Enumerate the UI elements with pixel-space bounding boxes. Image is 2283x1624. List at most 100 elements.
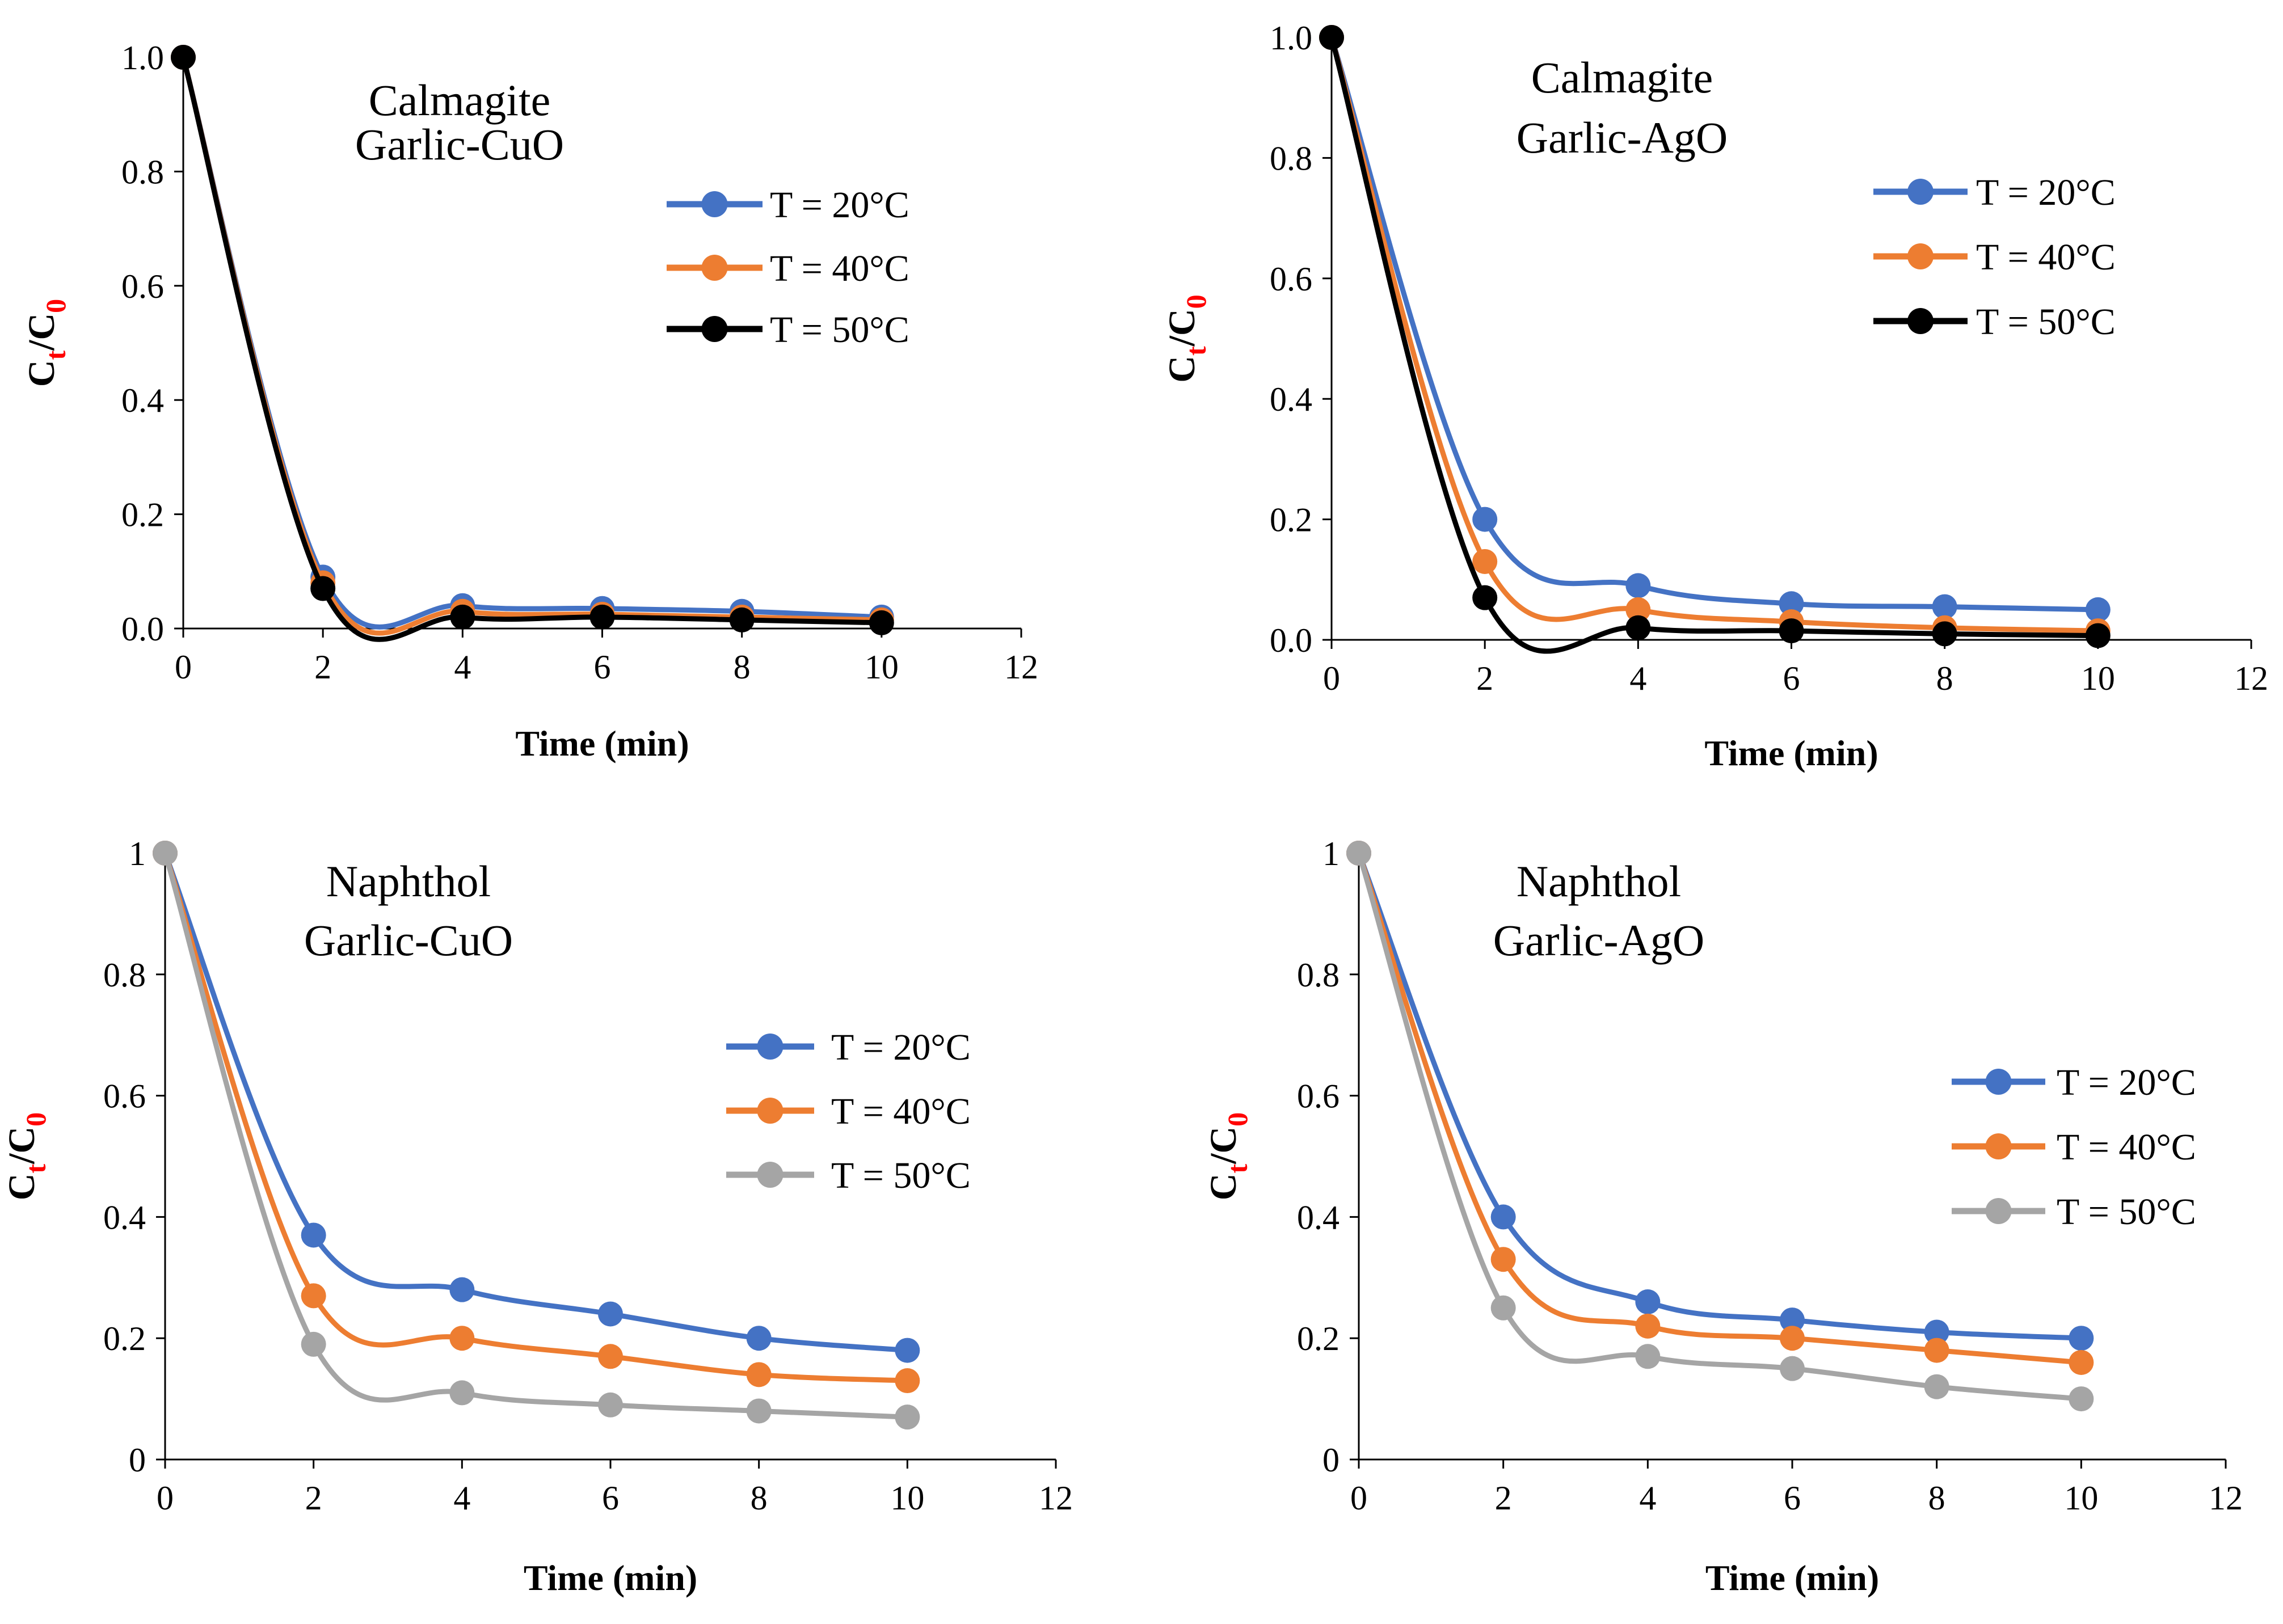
data-point <box>746 1398 772 1424</box>
series-line-1 <box>1356 850 2084 1341</box>
y-axis-title-part: t <box>1180 346 1212 356</box>
legend-swatch-marker <box>1985 1069 2012 1095</box>
data-point <box>895 1338 920 1363</box>
y-tick-label: 1 <box>129 835 146 872</box>
y-axis-title-part: C <box>1203 1173 1244 1200</box>
x-tick-label: 2 <box>314 648 331 686</box>
legend-label: T = 50°C <box>2057 1191 2196 1233</box>
x-tick-label: 10 <box>865 648 899 686</box>
y-axis-title-part: 0 <box>40 299 71 313</box>
data-point <box>1779 591 1804 617</box>
x-tick-label: 12 <box>2209 1479 2243 1517</box>
y-tick-label: 0.8 <box>1297 956 1340 994</box>
x-tick-label: 6 <box>1783 660 1800 697</box>
y-tick-label: 0.4 <box>1297 1199 1340 1236</box>
data-point <box>729 607 755 632</box>
y-axis-title: Ct/C0 <box>1161 294 1212 382</box>
series-line-3 <box>162 850 910 1420</box>
legend-swatch-marker <box>1985 1133 2012 1159</box>
data-point <box>2085 597 2111 622</box>
y-tick-label: 1 <box>1322 835 1340 872</box>
x-tick-label: 4 <box>1639 1479 1656 1517</box>
y-tick-label: 1.0 <box>121 39 164 77</box>
data-point <box>895 1368 920 1394</box>
data-point <box>2069 1326 2094 1351</box>
y-tick-label: 0.8 <box>121 153 164 191</box>
legend-swatch-marker <box>1907 308 1934 334</box>
data-point <box>1490 1247 1516 1272</box>
data-point <box>869 610 894 635</box>
legend-swatch-marker <box>757 1034 784 1060</box>
data-point <box>1625 573 1651 598</box>
chart-annotation-line-2: Garlic-AgO <box>1517 113 1728 162</box>
legend-label: T = 20°C <box>1976 172 2116 213</box>
x-tick-label: 6 <box>594 648 611 686</box>
data-point <box>450 604 475 630</box>
data-point <box>449 1380 475 1406</box>
x-tick-label: 10 <box>2081 660 2115 697</box>
data-point <box>895 1404 920 1430</box>
chart-annotation-line-2: Garlic-AgO <box>1493 916 1705 965</box>
x-tick-label: 0 <box>157 1479 174 1517</box>
data-point <box>1346 841 1371 866</box>
y-tick-label: 0.0 <box>1270 622 1312 659</box>
legend-swatch-marker <box>1907 243 1934 269</box>
x-tick-label: 6 <box>602 1479 619 1517</box>
data-point <box>1779 618 1804 644</box>
legend-swatch-marker <box>1907 179 1934 205</box>
y-axis-title-part: t <box>1221 1163 1253 1173</box>
data-point <box>1924 1374 1949 1399</box>
x-tick-label: 8 <box>1928 1479 1945 1517</box>
x-tick-label: 6 <box>1784 1479 1801 1517</box>
y-axis-title-part: C <box>1 1173 43 1200</box>
y-axis-title-part: 0 <box>20 1112 52 1127</box>
y-axis-title-part: /C <box>1203 1127 1244 1165</box>
x-tick-label: 8 <box>734 648 751 686</box>
data-point <box>301 1283 326 1309</box>
data-point <box>1635 1289 1661 1315</box>
data-point <box>1924 1319 1949 1345</box>
y-tick-label: 0.8 <box>1270 140 1312 177</box>
legend-label: T = 50°C <box>1976 301 2116 343</box>
y-tick-label: 0.2 <box>1270 501 1312 539</box>
chart-panel-1: 0 2 4 6 8 10 12 0.0 0.2 0.4 0.6 0.8 1.0 Time (min) Ct/… <box>21 39 1038 764</box>
chart-annotation-line-1: Calmagite <box>1531 53 1713 102</box>
data-point <box>1780 1326 1805 1351</box>
data-point <box>746 1326 772 1351</box>
x-tick-label: 2 <box>1476 660 1493 697</box>
data-point <box>1490 1295 1516 1321</box>
data-point <box>1472 507 1498 532</box>
data-point <box>589 604 615 630</box>
y-tick-label: 0.6 <box>121 268 164 305</box>
legend-label: T = 20°C <box>770 184 909 226</box>
data-point <box>171 45 196 70</box>
x-tick-label: 12 <box>2234 660 2268 697</box>
data-point <box>449 1326 475 1351</box>
legend-label: T = 40°C <box>770 248 909 289</box>
data-point <box>2069 1349 2094 1375</box>
x-axis-title: Time (min) <box>1705 1558 1879 1598</box>
x-tick-label: 4 <box>1629 660 1646 697</box>
legend-swatch-marker <box>701 316 728 342</box>
legend-label: T = 20°C <box>831 1027 971 1068</box>
data-point <box>301 1222 326 1248</box>
data-point <box>2085 623 2111 648</box>
data-point <box>1932 621 1957 647</box>
x-axis-title: Time (min) <box>1704 733 1878 773</box>
data-point <box>1472 585 1498 610</box>
x-tick-label: 4 <box>454 648 471 686</box>
data-point <box>1472 549 1498 574</box>
data-point <box>1625 615 1651 640</box>
y-axis-title-part: /C <box>1161 309 1203 347</box>
x-tick-label: 12 <box>1039 1479 1073 1517</box>
legend-label: T = 20°C <box>2057 1062 2196 1103</box>
data-point <box>598 1301 623 1327</box>
data-point <box>598 1344 623 1369</box>
y-axis-title-part: t <box>20 1163 52 1173</box>
y-tick-label: 0.4 <box>103 1199 146 1236</box>
data-point <box>1635 1344 1661 1369</box>
y-axis-title-part: /C <box>1 1127 43 1165</box>
